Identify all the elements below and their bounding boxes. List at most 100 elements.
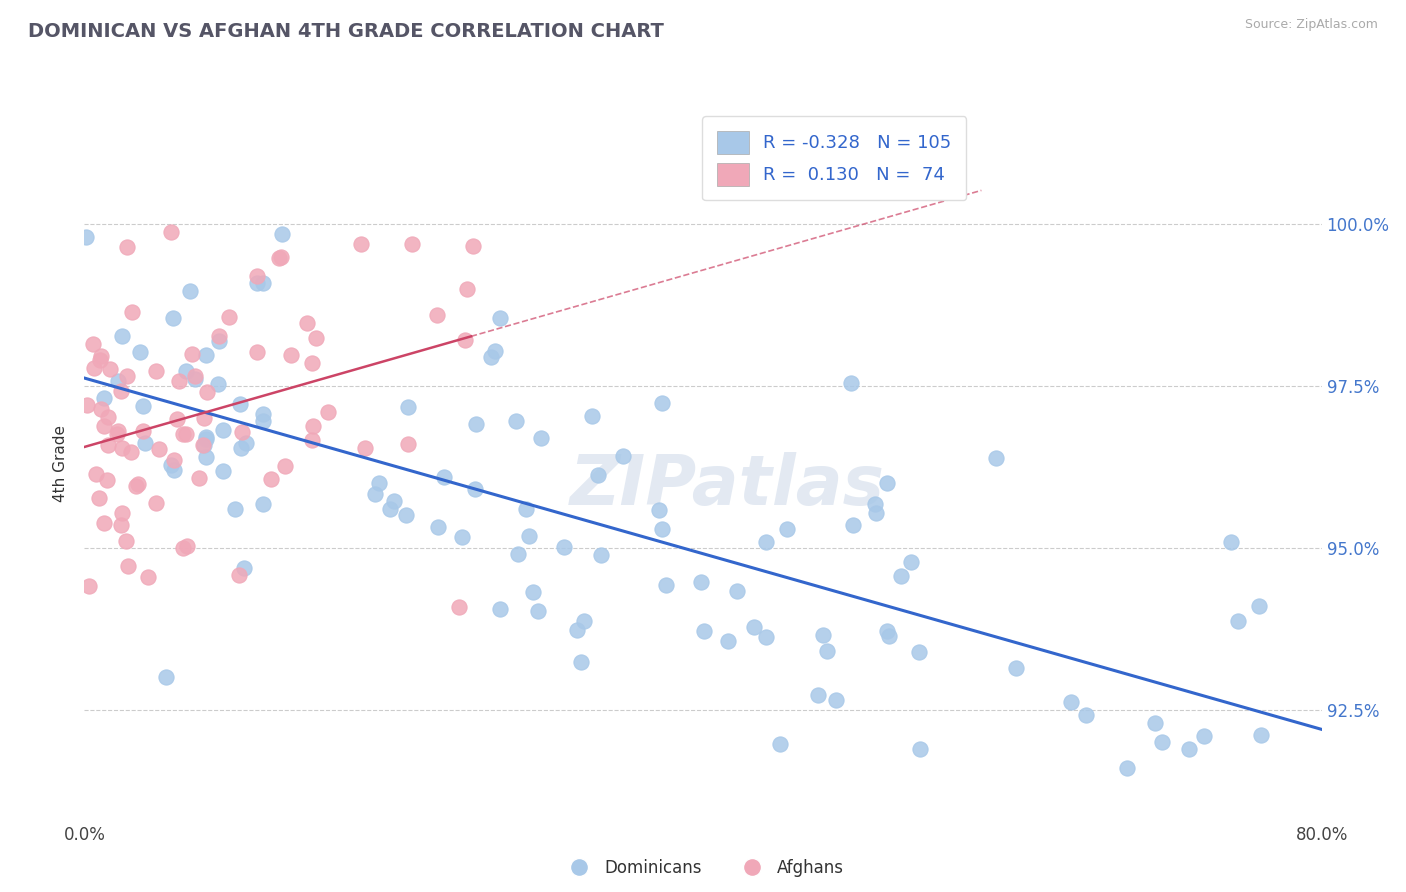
Point bbox=[193, 411, 215, 425]
Point bbox=[97, 437, 120, 451]
Point bbox=[693, 624, 716, 638]
Point bbox=[105, 426, 128, 441]
Point bbox=[908, 645, 931, 659]
Point bbox=[364, 487, 387, 501]
Point bbox=[252, 497, 274, 511]
Point bbox=[651, 396, 673, 410]
Point bbox=[194, 432, 217, 446]
Point bbox=[1219, 534, 1241, 549]
Point bbox=[515, 502, 537, 516]
Point bbox=[876, 624, 898, 638]
Point bbox=[651, 522, 673, 536]
Point bbox=[136, 570, 159, 584]
Point bbox=[295, 316, 318, 330]
Point bbox=[259, 472, 281, 486]
Point bbox=[195, 384, 218, 399]
Point bbox=[1250, 728, 1272, 742]
Point bbox=[125, 479, 148, 493]
Point bbox=[450, 530, 472, 544]
Point bbox=[811, 628, 834, 642]
Point bbox=[162, 452, 184, 467]
Point bbox=[270, 251, 292, 265]
Point bbox=[456, 282, 478, 296]
Point bbox=[212, 464, 235, 478]
Point bbox=[863, 497, 886, 511]
Point bbox=[82, 336, 104, 351]
Point bbox=[1247, 599, 1270, 613]
Point bbox=[252, 276, 274, 290]
Point bbox=[464, 417, 486, 431]
Point bbox=[569, 655, 592, 669]
Point bbox=[231, 425, 253, 439]
Point bbox=[1143, 716, 1166, 731]
Point bbox=[176, 539, 198, 553]
Point bbox=[207, 377, 229, 392]
Point bbox=[252, 408, 274, 422]
Point bbox=[301, 434, 323, 448]
Point bbox=[75, 230, 97, 244]
Point bbox=[208, 334, 231, 348]
Point bbox=[755, 534, 778, 549]
Point bbox=[96, 473, 118, 487]
Point bbox=[910, 742, 932, 756]
Point bbox=[132, 424, 155, 438]
Point bbox=[395, 508, 418, 522]
Point bbox=[382, 493, 405, 508]
Point bbox=[93, 419, 115, 434]
Point bbox=[865, 506, 887, 520]
Point bbox=[93, 391, 115, 405]
Point bbox=[193, 438, 215, 452]
Point bbox=[148, 442, 170, 457]
Point bbox=[301, 356, 323, 370]
Point bbox=[517, 529, 540, 543]
Point bbox=[107, 374, 129, 388]
Point bbox=[121, 304, 143, 318]
Point bbox=[77, 579, 100, 593]
Point bbox=[581, 409, 603, 424]
Point bbox=[484, 343, 506, 358]
Point bbox=[218, 310, 240, 325]
Point bbox=[172, 427, 194, 442]
Point bbox=[252, 414, 274, 428]
Point bbox=[195, 430, 218, 444]
Point bbox=[526, 603, 548, 617]
Point bbox=[120, 445, 142, 459]
Point bbox=[900, 555, 922, 569]
Point bbox=[117, 558, 139, 573]
Point bbox=[522, 585, 544, 599]
Point bbox=[1005, 661, 1028, 675]
Point bbox=[111, 328, 134, 343]
Point bbox=[565, 623, 588, 637]
Point bbox=[725, 583, 748, 598]
Point bbox=[1192, 729, 1215, 743]
Point bbox=[280, 348, 302, 362]
Point bbox=[145, 496, 167, 510]
Point bbox=[160, 458, 183, 473]
Point bbox=[488, 311, 510, 326]
Point bbox=[1074, 707, 1097, 722]
Point bbox=[1227, 614, 1250, 628]
Point bbox=[228, 397, 250, 411]
Point bbox=[305, 330, 328, 344]
Point bbox=[464, 482, 486, 496]
Point bbox=[179, 285, 201, 299]
Point bbox=[612, 449, 634, 463]
Point bbox=[427, 520, 450, 534]
Point bbox=[807, 688, 830, 702]
Point bbox=[246, 269, 269, 284]
Point bbox=[208, 329, 231, 343]
Point bbox=[889, 569, 911, 583]
Point bbox=[353, 441, 375, 455]
Point bbox=[166, 412, 188, 426]
Point bbox=[396, 400, 419, 414]
Point bbox=[984, 451, 1007, 466]
Point bbox=[1152, 735, 1174, 749]
Point bbox=[174, 364, 197, 378]
Point bbox=[1060, 694, 1083, 708]
Point bbox=[463, 239, 485, 253]
Point bbox=[690, 574, 713, 589]
Point bbox=[184, 372, 207, 386]
Point bbox=[270, 227, 292, 241]
Point bbox=[128, 345, 150, 359]
Point bbox=[841, 376, 863, 390]
